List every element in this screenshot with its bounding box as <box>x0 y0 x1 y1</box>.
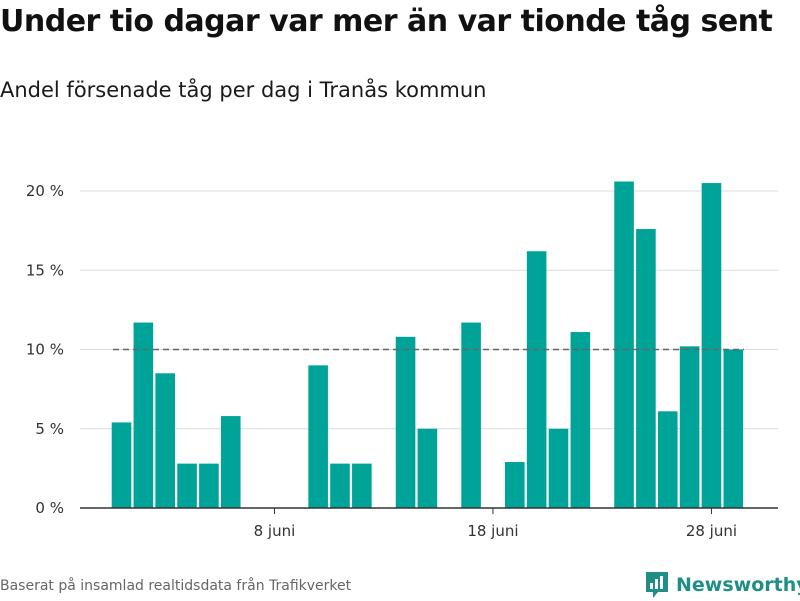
chart-subtitle: Andel försenade tåg per dag i Tranås kom… <box>0 78 487 102</box>
bar <box>155 373 175 508</box>
bar <box>417 428 438 508</box>
y-tick-label: 15 % <box>26 261 64 279</box>
bar <box>526 251 547 509</box>
newsworthy-logo-icon <box>646 572 668 598</box>
bar <box>679 346 700 508</box>
chart-title: Under tio dagar var mer än var tionde tå… <box>0 4 773 39</box>
bar <box>505 462 525 508</box>
bar <box>395 336 416 508</box>
x-tick-label: 8 juni <box>254 522 296 540</box>
bar <box>701 183 722 508</box>
bar <box>352 463 372 508</box>
y-tick-label: 5 % <box>35 420 64 438</box>
bar <box>614 181 634 509</box>
x-tick-label: 18 juni <box>467 522 518 540</box>
bar <box>461 322 481 508</box>
x-tick-label: 28 juni <box>686 522 737 540</box>
bar <box>177 463 197 508</box>
y-tick-label: 10 % <box>26 341 64 359</box>
source-note: Baserat på insamlad realtidsdata från Tr… <box>0 578 352 594</box>
bar <box>308 365 328 508</box>
bar <box>111 422 132 508</box>
bar <box>220 416 241 508</box>
bar <box>133 322 154 508</box>
bar <box>723 349 744 508</box>
bar <box>199 463 219 508</box>
y-tick-label: 20 % <box>26 182 64 200</box>
brand-name: Newsworthy <box>676 574 800 596</box>
brand-logo[interactable]: Newsworthy <box>644 569 800 601</box>
bar <box>636 229 656 509</box>
bar <box>657 411 678 508</box>
y-tick-label: 0 % <box>35 499 64 517</box>
bar <box>570 332 591 508</box>
bar <box>330 463 350 508</box>
bar <box>548 428 569 508</box>
